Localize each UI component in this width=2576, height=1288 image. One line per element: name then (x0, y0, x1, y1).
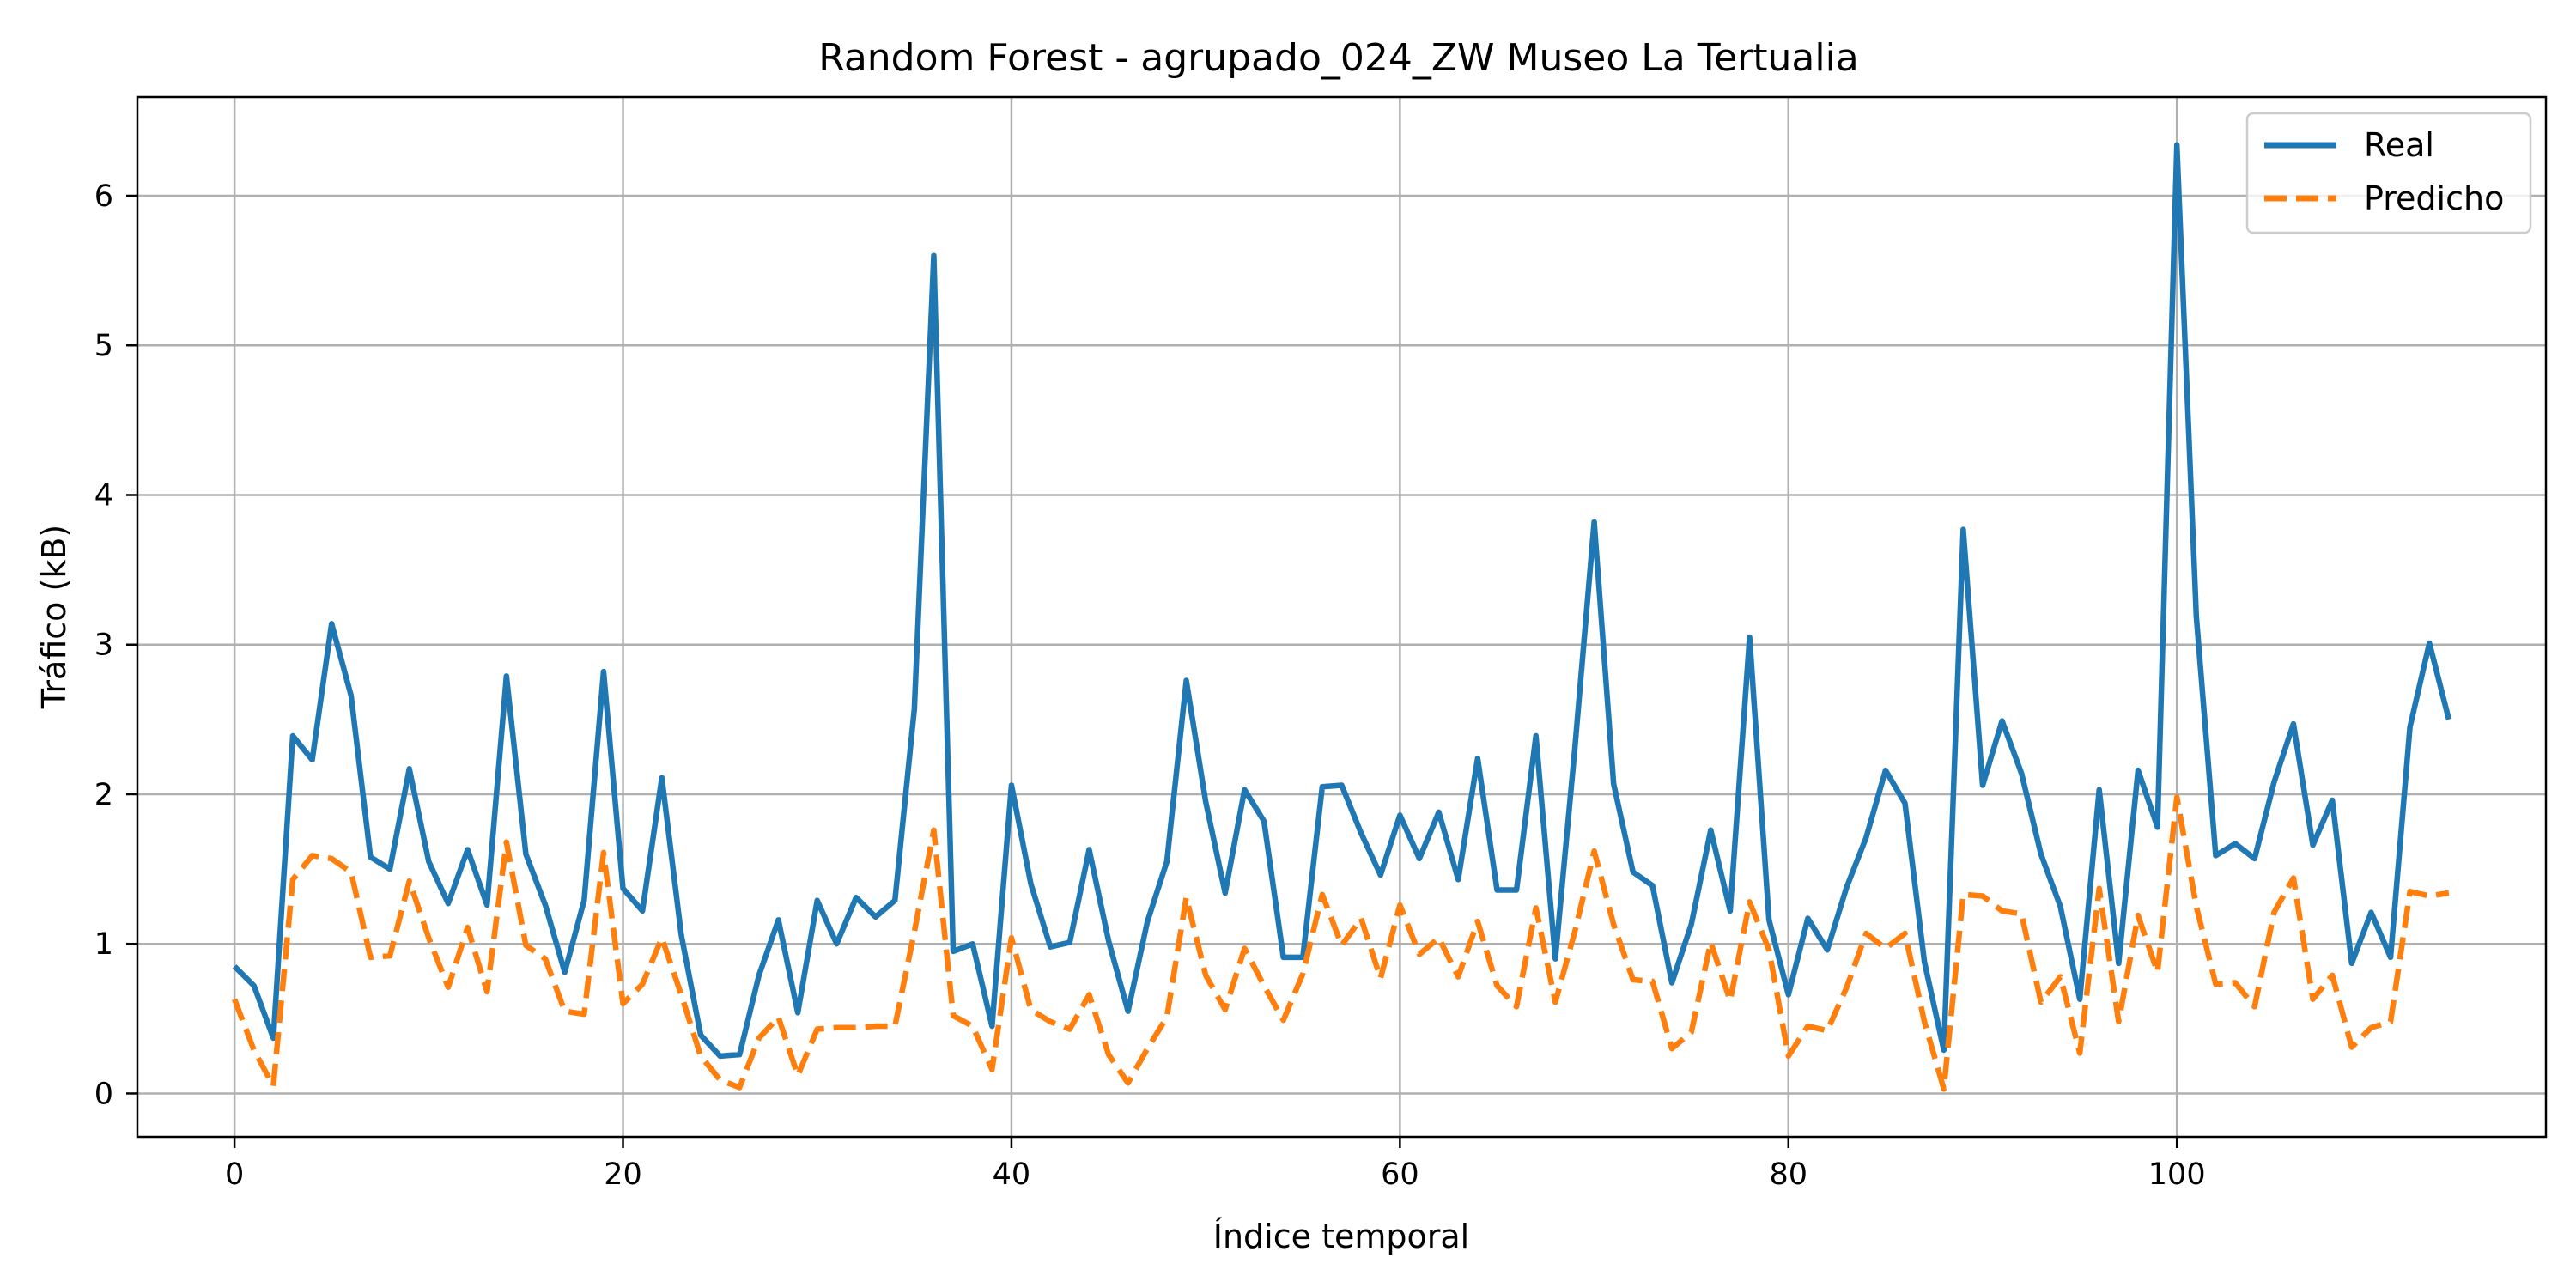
series-lines (232, 142, 2452, 1092)
plot-area-frame (136, 95, 2548, 1139)
x-tick-label: 20 (604, 1157, 642, 1192)
y-tick-label: 1 (94, 927, 113, 962)
x-tick-label: 0 (225, 1157, 244, 1192)
grid-lines (137, 97, 2546, 1137)
y-tick-label: 3 (94, 629, 113, 663)
x-tick-label: 80 (1770, 1157, 1808, 1192)
legend: Real Predicho (2245, 112, 2532, 234)
legend-label-real: Real (2364, 126, 2434, 164)
x-tick-label: 60 (1381, 1157, 1419, 1192)
series-line-predicho (232, 794, 2450, 1092)
x-tick-label: 100 (2148, 1157, 2206, 1192)
x-axis-label: Índice temporal (1213, 1218, 1469, 1255)
y-axis-label: Tráfico (kB) (35, 525, 73, 709)
x-tick-label: 40 (993, 1157, 1031, 1192)
axis-ticks: 0 20 40 60 80 100 0 1 2 3 4 5 6 (94, 179, 2206, 1192)
y-tick-label: 6 (94, 179, 113, 214)
y-tick-label: 2 (94, 778, 113, 812)
y-tick-label: 0 (94, 1077, 113, 1111)
y-tick-label: 4 (94, 478, 113, 513)
legend-label-predicho: Predicho (2364, 179, 2504, 217)
y-tick-label: 5 (94, 329, 113, 363)
chart-title: Random Forest - agrupado_024_ZW Museo La… (818, 36, 1859, 80)
series-line-real (232, 142, 2452, 1060)
